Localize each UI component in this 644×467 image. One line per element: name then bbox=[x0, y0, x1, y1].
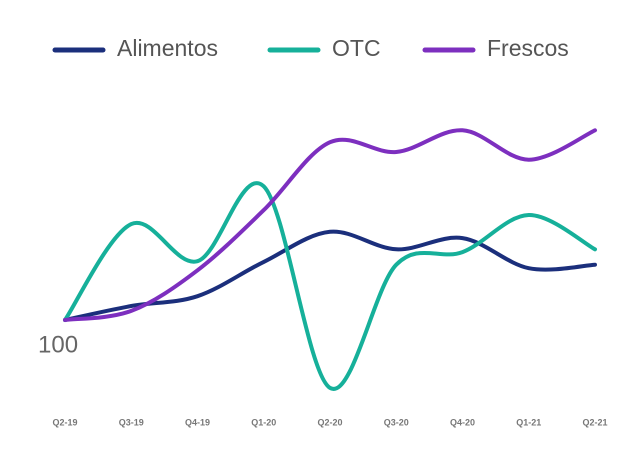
x-tick-label: Q1-21 bbox=[516, 417, 541, 427]
x-tick-label: Q4-20 bbox=[450, 417, 475, 427]
x-tick-label: Q3-20 bbox=[384, 417, 409, 427]
x-tick-label: Q3-19 bbox=[119, 417, 144, 427]
x-tick-label: Q2-21 bbox=[582, 417, 607, 427]
x-tick-label: Q1-20 bbox=[251, 417, 276, 427]
legend-label: Alimentos bbox=[117, 35, 218, 61]
x-tick-label: Q4-19 bbox=[185, 417, 210, 427]
series-line bbox=[63, 128, 597, 322]
x-tick-label: Q2-20 bbox=[317, 417, 342, 427]
legend-label: OTC bbox=[332, 35, 381, 61]
x-tick-label: Q2-19 bbox=[52, 417, 77, 427]
series-line bbox=[63, 181, 597, 391]
y-tick-label: 100 bbox=[38, 331, 78, 358]
legend-label: Frescos bbox=[487, 35, 569, 61]
